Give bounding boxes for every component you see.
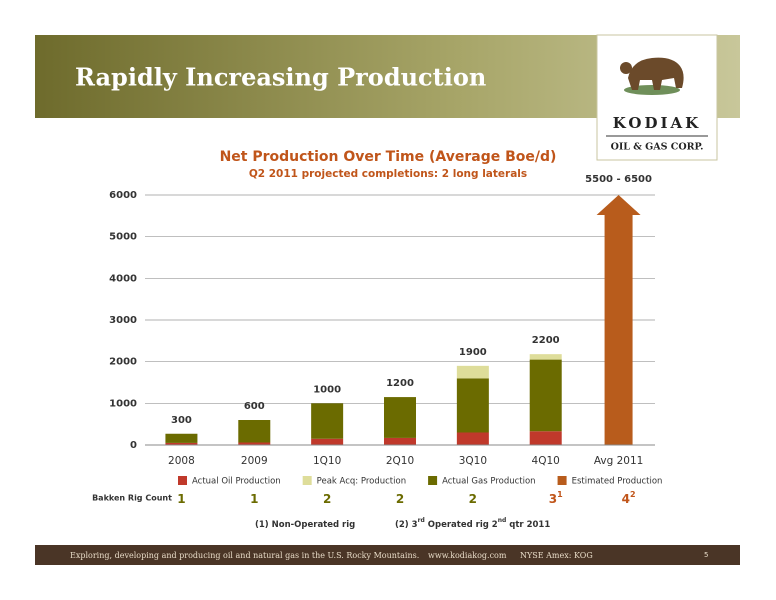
rig-count-number: 1 (177, 492, 185, 506)
bar-segment (238, 442, 271, 445)
x-tick-label: 2009 (241, 455, 268, 467)
legend-label: Estimated Production (572, 477, 663, 487)
bar-segment (456, 378, 489, 433)
footnote-part: qtr 2011 (506, 520, 550, 530)
rig-count: 42 (622, 490, 636, 506)
data-label: 1200 (386, 378, 414, 389)
y-tick-label: 5000 (109, 232, 137, 243)
legend-label: Actual Oil Production (192, 477, 281, 487)
footer-text: Exploring, developing and producing oil … (70, 551, 593, 560)
footnote-part: Operated rig 2 (425, 520, 498, 530)
rig-count-number: 1 (250, 492, 258, 506)
x-tick-label: Avg 2011 (594, 455, 644, 467)
rig-count-note: 2 (630, 490, 636, 499)
rig-count-number: 2 (323, 492, 331, 506)
bar-segment (384, 437, 416, 445)
legend-swatch (178, 476, 187, 485)
bar-segment (529, 354, 562, 360)
arrow-bar (596, 195, 641, 445)
footer-tagline: Exploring, developing and producing oil … (70, 551, 419, 560)
bar-segment (529, 359, 562, 432)
rig-count: 1 (177, 492, 185, 506)
y-tick-label: 0 (130, 440, 137, 451)
rig-count: 2 (469, 492, 477, 506)
bar-segment (456, 432, 489, 445)
footnote-part: (2) 3 (395, 520, 418, 530)
bar-segment (165, 433, 198, 443)
rig-count-label: Bakken Rig Count (92, 494, 172, 503)
footnote-sup: nd (498, 517, 507, 524)
chart-subtitle: Q2 2011 projected completions: 2 long la… (249, 168, 527, 180)
rig-count-number: 3 (549, 492, 557, 506)
x-tick-label: 1Q10 (313, 455, 341, 467)
data-label: 600 (244, 401, 265, 412)
bar-segment (311, 438, 344, 445)
legend-label: Peak Acq: Production (317, 477, 406, 487)
y-tick-label: 2000 (109, 357, 137, 368)
bear-icon (620, 57, 684, 95)
footnote-sup: rd (418, 517, 425, 524)
y-tick-label: 1000 (109, 398, 137, 409)
bar-segment (165, 442, 198, 445)
rig-counts: 1 1 2 2 2 31 42 (177, 490, 635, 506)
footnote-part: (1) Non-Operated rig (255, 520, 355, 530)
rig-count: 1 (250, 492, 258, 506)
legend-swatch (302, 476, 312, 485)
legend-label: Actual Gas Production (442, 477, 535, 487)
y-tick-label: 3000 (109, 315, 137, 326)
data-label: 300 (171, 415, 192, 426)
rig-count-number: 2 (469, 492, 477, 506)
x-tick-label: 2Q10 (386, 455, 414, 467)
bar-segment (384, 397, 416, 438)
rig-count-note: 1 (557, 490, 563, 499)
data-label: 1000 (313, 384, 341, 395)
bar-segment (529, 431, 562, 445)
footnotes: (1) Non-Operated rig (2) 3rd Operated rig… (255, 517, 550, 530)
y-tick-label: 6000 (109, 190, 137, 201)
x-tick-label: 3Q10 (459, 455, 487, 467)
bar-segment (311, 403, 344, 439)
data-label: 1900 (459, 347, 487, 358)
logo-sub: OIL & GAS CORP. (611, 142, 704, 153)
x-tick-label: 4Q10 (532, 455, 560, 467)
rig-count-number: 4 (622, 492, 630, 506)
page-number: 5 (704, 551, 708, 559)
chart-title: Net Production Over Time (Average Boe/d) (220, 149, 557, 165)
data-label: 5500 - 6500 (585, 174, 652, 185)
rig-count: 2 (323, 492, 331, 506)
footnote: (1) Non-Operated rig (255, 520, 355, 530)
rig-count: 2 (396, 492, 404, 506)
legend-swatch (557, 476, 567, 485)
data-label: 2200 (532, 335, 560, 346)
chart: 0 1000 2000 3000 4000 5000 6000 2008 300 2009 600 1… (109, 174, 662, 487)
rig-count-number: 2 (396, 492, 404, 506)
legend-swatch (428, 476, 438, 485)
slide-title: Rapidly Increasing Production (75, 63, 486, 92)
footer-band (35, 545, 740, 565)
x-tick-label: 2008 (168, 455, 195, 467)
bar-segment (456, 365, 489, 379)
rig-count: 31 (549, 490, 563, 506)
footer-website: www.kodiakog.com (428, 551, 507, 560)
y-tick-label: 4000 (109, 273, 137, 284)
logo-name: KODIAK (613, 114, 701, 132)
logo-box (596, 34, 718, 161)
footnote: (2) 3rd Operated rig 2nd qtr 2011 (395, 517, 550, 530)
footer-ticker: NYSE Amex: KOG (520, 551, 593, 560)
bar-segment (238, 420, 271, 443)
